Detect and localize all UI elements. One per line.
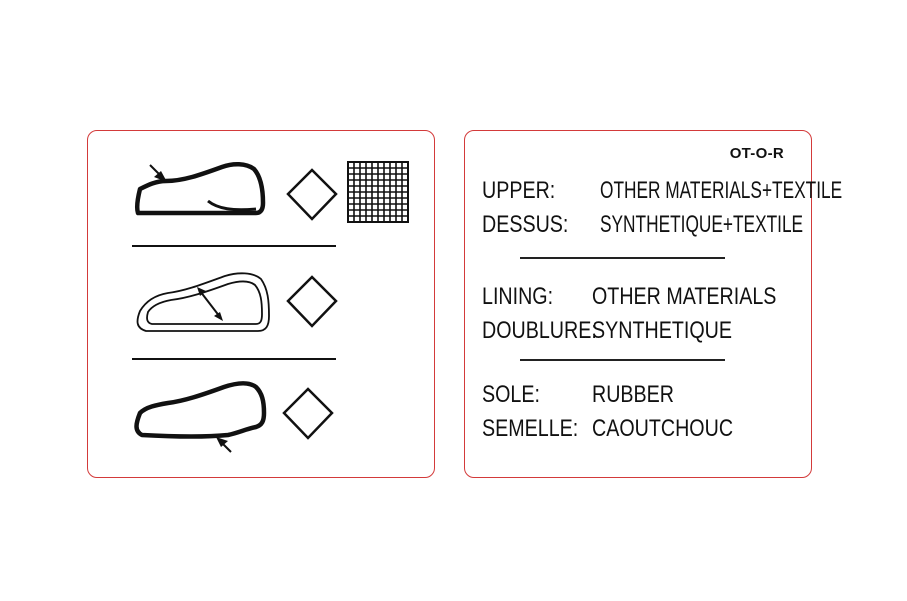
pictogram-svg — [132, 161, 409, 453]
sole-value: RUBBER — [592, 381, 675, 408]
doublure-label: DOUBLURE: — [482, 317, 597, 344]
lining-label: LINING: — [482, 283, 554, 310]
shoe-lining-icon — [136, 272, 270, 332]
upper-label: UPPER: — [482, 177, 556, 204]
diamond-other-materials-icon — [286, 168, 338, 221]
semelle-value: CAOUTCHOUC — [592, 415, 734, 442]
upper-value: OTHER MATERIALS+TEXTILE — [600, 177, 843, 204]
composition-panel: OT-O-R UPPER: OTHER MATERIALS+TEXTILE DE… — [464, 130, 842, 478]
textile-grid-icon — [347, 161, 409, 223]
diamond-other-materials-icon — [282, 387, 334, 440]
dessus-value: SYNTHETIQUE+TEXTILE — [600, 211, 804, 238]
semelle-label: SEMELLE: — [482, 415, 579, 442]
doublure-value: SYNTHETIQUE — [592, 317, 732, 344]
pictogram-panel — [87, 130, 435, 478]
divider — [520, 257, 725, 259]
lining-value: OTHER MATERIALS — [592, 283, 777, 310]
shoe-upper-icon — [134, 162, 266, 216]
divider — [520, 359, 725, 361]
sole-label: SOLE: — [482, 381, 540, 408]
article-code: OT-O-R — [729, 145, 784, 162]
diamond-other-materials-icon — [286, 275, 338, 328]
dessus-label: DESSUS: — [482, 211, 569, 238]
shoe-sole-icon — [134, 381, 267, 453]
